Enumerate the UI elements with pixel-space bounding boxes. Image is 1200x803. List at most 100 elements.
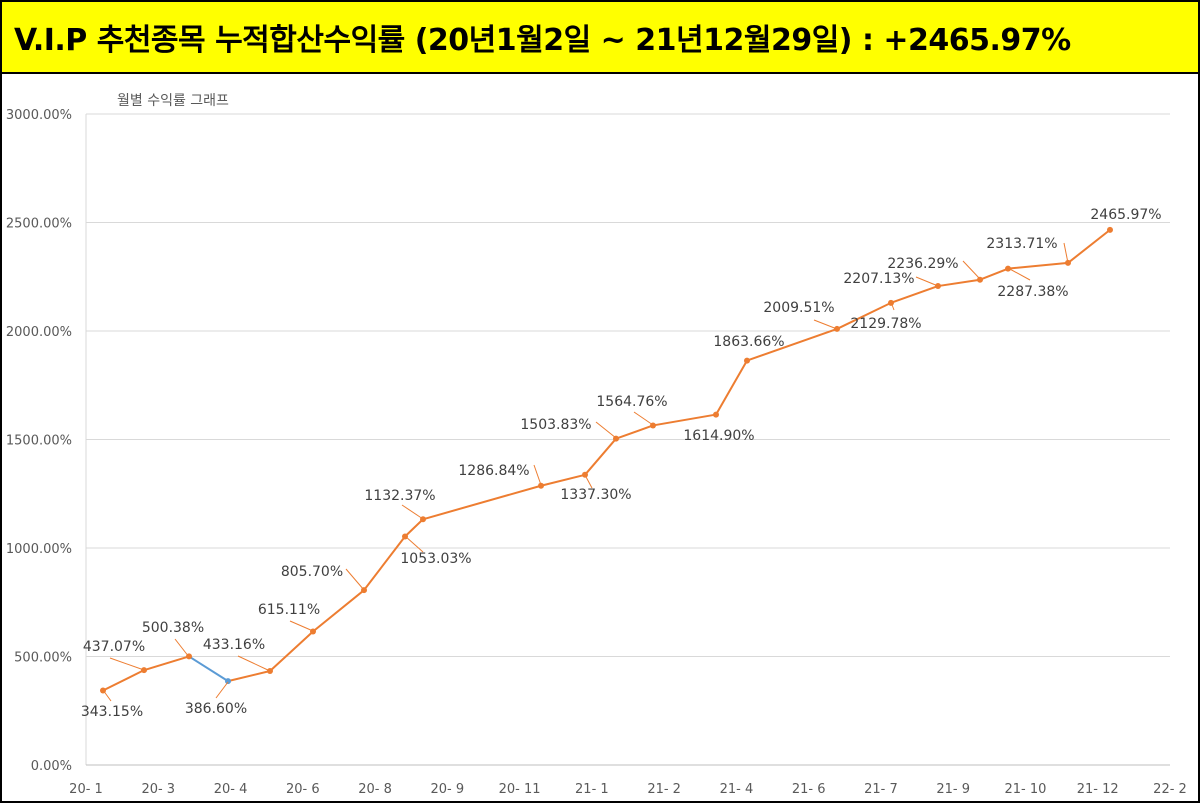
x-tick-label: 20- 8 [358, 782, 392, 797]
data-label: 615.11% [258, 602, 320, 618]
data-point [1107, 226, 1113, 233]
line-segment [540, 473, 586, 487]
x-tick-label: 20- 11 [499, 782, 541, 797]
line-segment [615, 424, 654, 440]
data-point [582, 471, 588, 478]
label-leader-line [109, 657, 145, 671]
line-segment [188, 655, 229, 683]
data-label: 2313.71% [986, 236, 1057, 252]
data-point [977, 276, 983, 283]
data-label: 2009.51% [763, 300, 834, 316]
data-point [713, 411, 719, 418]
grid-lines [86, 113, 1170, 657]
data-point [225, 678, 231, 685]
line-segment [890, 285, 939, 304]
y-tick-label: 2000.00% [6, 325, 72, 340]
label-leader-line [533, 464, 542, 486]
data-point [310, 628, 316, 635]
x-tick-label: 21- 10 [1005, 782, 1047, 797]
data-label: 1053.03% [400, 551, 471, 567]
data-point [935, 283, 941, 290]
y-tick-label: 3000.00% [6, 108, 72, 123]
x-tick-label: 21- 12 [1077, 782, 1119, 797]
line-segment [715, 359, 748, 416]
x-tick-label: 21- 1 [575, 782, 609, 797]
axes: 0.00% 500.00% 1000.00% 1500.00% 2000.00% 2500… [6, 108, 1187, 797]
series-line [102, 228, 1111, 692]
data-point [141, 667, 147, 674]
y-tick-label: 0.00% [31, 759, 72, 774]
data-label: 1132.37% [364, 488, 435, 504]
label-leader-line [962, 260, 981, 280]
label-leader-line [1007, 267, 1031, 281]
data-label: 2207.13% [843, 271, 914, 287]
data-label: 343.15% [81, 704, 143, 720]
data-labels: 343.15% 437.07% 500.38% 386.60% 433.16% 615.1… [81, 207, 1162, 720]
y-tick-label: 2500.00% [6, 217, 72, 232]
x-tick-label: 21- 7 [864, 782, 898, 797]
title-banner: V.I.P 추천종목 누적합산수익률 (20년1월2일 ~ 21년12월29일)… [2, 2, 1198, 74]
label-leader-line [584, 474, 593, 489]
label-leader-line [404, 535, 424, 553]
data-label: 1863.66% [713, 334, 784, 350]
x-tick-label: 20- 1 [69, 782, 103, 797]
y-tick-label: 1000.00% [6, 542, 72, 557]
label-leader-line [215, 681, 229, 699]
line-segment [652, 413, 717, 427]
label-leader-line [102, 689, 112, 702]
data-label: 1337.30% [560, 487, 631, 503]
label-leader-line [289, 620, 314, 632]
line-segment [584, 437, 617, 476]
label-leader-line [401, 504, 424, 520]
line-segment [937, 278, 981, 288]
chart-area [2, 76, 1198, 801]
x-tick-label: 21- 2 [647, 782, 681, 797]
data-label: 1286.84% [458, 463, 529, 479]
x-tick-label: 20- 6 [286, 782, 320, 797]
y-tick-label: 500.00% [14, 651, 72, 666]
x-tick-label: 20- 4 [214, 782, 248, 797]
label-leader-line [890, 301, 895, 311]
line-segment [979, 267, 1009, 281]
label-leader-line [915, 276, 939, 287]
x-tick-label: 21- 9 [936, 782, 970, 797]
label-leader-line [237, 655, 271, 672]
x-tick-label: 20- 9 [431, 782, 465, 797]
data-label: 386.60% [185, 701, 247, 717]
chart-title: 월별 수익률 그래프 [117, 93, 229, 109]
line-segment [404, 518, 424, 538]
data-point [744, 357, 750, 364]
line-segment [422, 484, 542, 521]
line-segment [363, 535, 406, 592]
label-leader-line [1063, 242, 1069, 264]
x-tick-label: 21- 6 [792, 782, 826, 797]
data-label: 1503.83% [520, 417, 591, 433]
data-label: 2129.78% [850, 316, 921, 332]
line-segment [312, 589, 365, 633]
data-label: 433.16% [203, 637, 265, 653]
data-label: 1614.90% [683, 428, 754, 444]
label-leader-line [345, 568, 365, 591]
line-segment [102, 669, 145, 692]
line-segment [143, 655, 190, 672]
line-segment [269, 630, 314, 673]
line-segment [227, 670, 271, 683]
line-segment [1007, 261, 1069, 270]
data-point [538, 482, 544, 489]
line-segment [746, 327, 838, 362]
data-label: 1564.76% [596, 394, 667, 410]
data-label: 2236.29% [887, 256, 958, 272]
data-label: 2287.38% [997, 284, 1068, 300]
x-tick-label: 20- 3 [141, 782, 175, 797]
data-label: 805.70% [281, 564, 343, 580]
line-segment [1067, 228, 1111, 264]
label-leader-line [174, 638, 190, 658]
data-label: 437.07% [83, 639, 145, 655]
data-point [1005, 265, 1011, 272]
label-leader-line [633, 411, 654, 426]
label-leader-line [813, 319, 838, 330]
x-tick-label: 22- 2 [1153, 782, 1187, 797]
y-tick-label: 1500.00% [6, 434, 72, 449]
